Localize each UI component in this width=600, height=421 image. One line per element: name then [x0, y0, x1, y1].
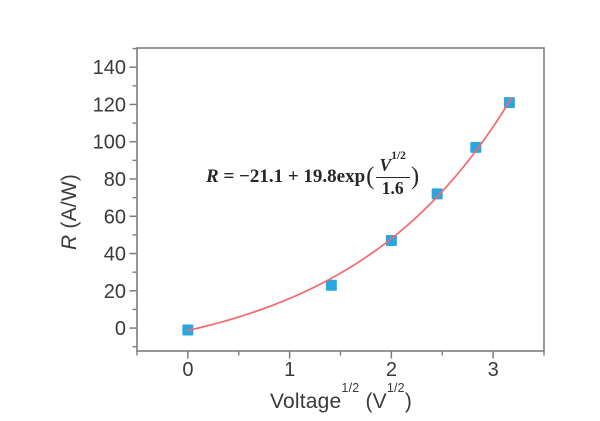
- y-tick-label: 100: [93, 132, 126, 154]
- x-axis-unit-close: ): [404, 390, 413, 413]
- equation-numerator-variable: V: [379, 154, 392, 175]
- equation-numerator: V1/2: [375, 150, 410, 178]
- y-tick-label: 60: [104, 206, 126, 228]
- y-tick-label: 140: [93, 57, 126, 79]
- x-tick-label: 0: [182, 359, 193, 381]
- y-axis-units: (A/W): [58, 173, 81, 235]
- x-axis-label: Voltage1/2 (V1/2): [269, 382, 413, 414]
- data-point: [470, 141, 482, 153]
- y-tick-label: 0: [115, 318, 126, 340]
- x-axis-name: Voltage: [269, 390, 342, 413]
- equation-body: = −21.1 + 19.8exp: [218, 166, 366, 187]
- y-tick-label: 40: [104, 244, 126, 266]
- equation-denominator: 1.6: [381, 177, 404, 198]
- equation-close-paren: ): [410, 163, 420, 190]
- x-axis-unit-open: (V: [359, 390, 387, 413]
- data-point: [325, 279, 337, 291]
- y-tick-label: 80: [104, 169, 126, 191]
- x-axis-name-exponent: 1/2: [341, 381, 360, 396]
- data-point: [431, 188, 443, 200]
- fit-curve: [187, 97, 513, 332]
- x-tick-label: 3: [488, 359, 499, 381]
- equation-open-paren: (: [366, 163, 375, 190]
- x-tick-label: 1: [284, 359, 295, 381]
- data-point: [385, 234, 397, 246]
- y-axis-label: R (A/W): [58, 174, 82, 250]
- y-tick-label: 120: [93, 94, 126, 116]
- x-tick-label: 2: [386, 359, 397, 381]
- x-axis-unit-exponent: 1/2: [386, 381, 405, 396]
- equation-fraction: V1/2 1.6: [375, 150, 410, 198]
- equation-lhs: R: [206, 166, 219, 187]
- equation-numerator-exponent: 1/2: [391, 149, 406, 162]
- y-axis-variable: R: [58, 234, 81, 251]
- fit-equation: R = −21.1 + 19.8exp(V1/2 1.6): [206, 150, 420, 204]
- y-tick-label: 20: [104, 281, 126, 303]
